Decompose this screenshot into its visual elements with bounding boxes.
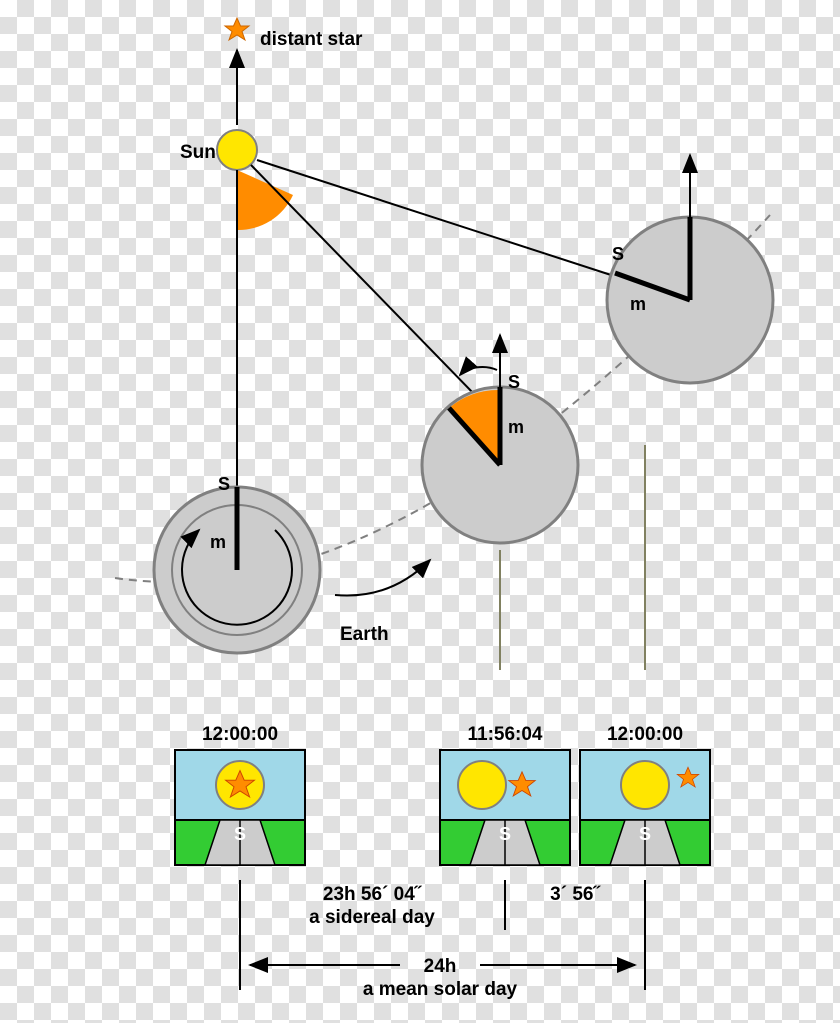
horizon-panel-2: S: [440, 750, 570, 865]
earth-label: Earth: [340, 624, 389, 645]
time-3: 12:00:00: [607, 724, 683, 745]
sidereal-duration: 23h 56´ 04˝: [323, 884, 423, 905]
svg-text:S: S: [508, 372, 520, 392]
solar-duration: 24h: [424, 956, 457, 977]
svg-text:S: S: [218, 474, 230, 494]
solar-label: a mean solar day: [363, 979, 518, 1000]
svg-text:m: m: [210, 532, 226, 552]
extra-duration: 3´ 56˝: [550, 884, 601, 905]
sun-label: Sun: [180, 142, 216, 163]
sidereal-label: a sidereal day: [309, 907, 435, 928]
svg-text:m: m: [630, 294, 646, 314]
svg-text:S: S: [234, 824, 246, 844]
sidereal-solar-day-diagram: distant star Sun S m Earth S m: [0, 0, 840, 1023]
time-1: 12:00:00: [202, 724, 278, 745]
distant-star-label: distant star: [260, 29, 363, 50]
horizon-panel-3: S: [580, 750, 710, 865]
svg-text:S: S: [639, 824, 651, 844]
horizon-panel-1: S: [175, 750, 305, 865]
svg-text:m: m: [508, 417, 524, 437]
checker-background: [0, 0, 840, 1023]
svg-text:S: S: [612, 244, 624, 264]
svg-text:S: S: [499, 824, 511, 844]
time-2: 11:56:04: [467, 724, 542, 745]
sun-icon: [217, 130, 257, 170]
